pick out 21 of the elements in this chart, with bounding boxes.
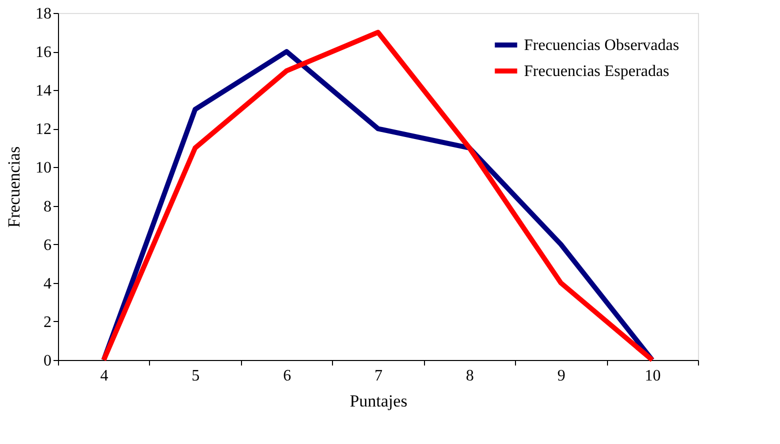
y-tick-label: 0 [44,352,52,370]
x-tick-label: 10 [644,368,661,384]
x-tick-label: 7 [374,368,382,384]
x-tick-label: 9 [557,368,566,384]
y-tick-label: 14 [36,82,52,100]
legend-label: Frecuencias Esperadas [524,63,670,80]
y-tick-label: 18 [36,6,52,22]
x-axis-title: Puntajes [350,392,408,410]
y-tick-label: 8 [44,198,52,216]
x-tick-label: 8 [466,368,474,384]
y-tick-label: 4 [44,275,52,292]
x-tick-label: 5 [192,368,200,384]
x-tick-label: 4 [100,368,108,384]
y-tick-label: 2 [44,314,52,331]
x-tick-label: 6 [283,368,292,384]
y-tick-label: 6 [44,236,52,254]
y-axis-title: Frecuencias [4,146,24,228]
y-tick-label: 12 [36,121,52,138]
legend-label: Frecuencias Observadas [524,37,680,54]
y-tick-label: 16 [36,44,52,62]
y-tick-label: 10 [36,160,52,177]
